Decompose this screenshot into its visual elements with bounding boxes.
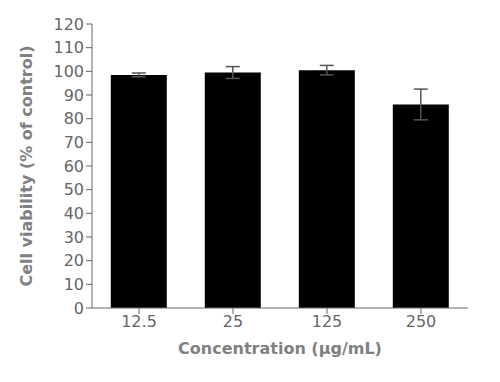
svg-text:250: 250 [406,312,437,331]
svg-text:110: 110 [53,38,84,57]
svg-text:60: 60 [64,157,84,176]
svg-text:30: 30 [64,228,84,247]
svg-text:125: 125 [312,312,343,331]
svg-text:70: 70 [64,133,84,152]
svg-text:100: 100 [53,62,84,81]
svg-text:50: 50 [64,180,84,199]
svg-text:120: 120 [53,15,84,34]
svg-text:90: 90 [64,86,84,105]
svg-text:Concentration (μg/mL): Concentration (μg/mL) [178,339,382,358]
svg-text:25: 25 [223,312,243,331]
svg-text:0: 0 [74,299,84,318]
svg-text:40: 40 [64,204,84,223]
svg-text:12.5: 12.5 [121,312,157,331]
svg-text:10: 10 [64,275,84,294]
svg-text:Cell viability (% of control): Cell viability (% of control) [17,45,36,286]
svg-text:20: 20 [64,251,84,270]
svg-text:80: 80 [64,109,84,128]
